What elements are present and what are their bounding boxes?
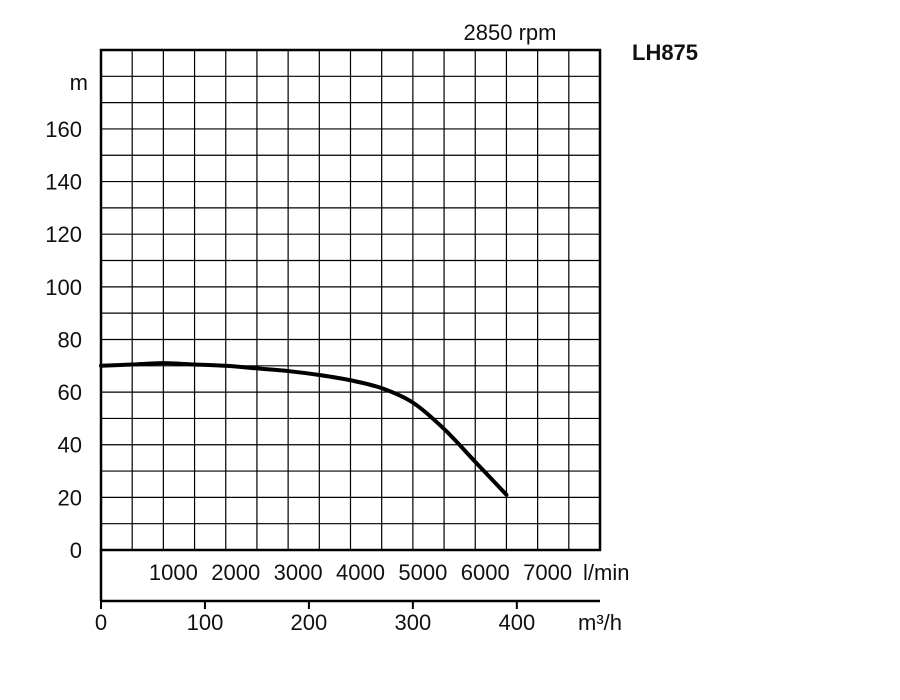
y-tick-label: 80 — [58, 327, 82, 352]
x-axis-label-m3h: m³/h — [578, 610, 622, 635]
y-tick-label: 60 — [58, 380, 82, 405]
y-tick-label: 40 — [58, 433, 82, 458]
y-tick-label: 100 — [45, 275, 82, 300]
x-tick-label: 5000 — [398, 560, 447, 585]
x2-tick-label: 300 — [395, 610, 432, 635]
y-tick-label: 160 — [45, 117, 82, 142]
series-layer — [99, 361, 509, 497]
y-tick-label: 0 — [70, 538, 82, 563]
chart-subtitle: 2850 rpm — [464, 20, 557, 45]
x-tick-label: 3000 — [274, 560, 323, 585]
x-tick-label: 6000 — [461, 560, 510, 585]
x-tick-label: 7000 — [523, 560, 572, 585]
y-tick-label: 140 — [45, 170, 82, 195]
x2-tick-label: 0 — [95, 610, 107, 635]
x-axis-label-lmin: l/min — [583, 560, 629, 585]
x2-tick-label: 400 — [498, 610, 535, 635]
plot-border — [99, 48, 602, 552]
x-tick-label: 1000 — [149, 560, 198, 585]
x2-tick-label: 100 — [187, 610, 224, 635]
x-tick-labels-m3h: 0 100 200 300 400 — [95, 601, 535, 635]
series-line — [99, 361, 509, 497]
x-tick-label: 4000 — [336, 560, 385, 585]
x-tick-label: 2000 — [211, 560, 260, 585]
y-axis-label: m — [70, 70, 88, 95]
chart-title: LH875 — [632, 40, 698, 65]
x2-tick-label: 200 — [291, 610, 328, 635]
y-tick-label: 20 — [58, 485, 82, 510]
grid — [101, 50, 600, 550]
y-tick-label: 120 — [45, 222, 82, 247]
x-tick-labels-lmin: 1000 2000 3000 4000 5000 6000 7000 — [149, 560, 572, 585]
y-tick-labels: 0 20 40 60 80 100 120 140 160 — [45, 117, 82, 563]
